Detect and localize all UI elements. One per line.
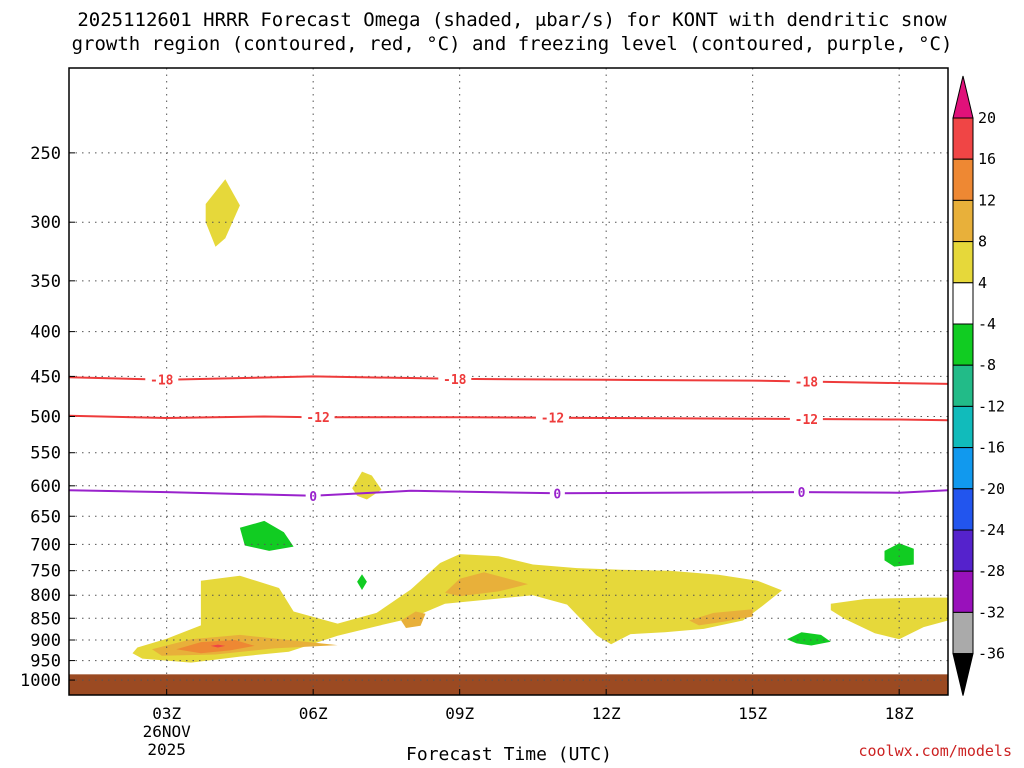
colorbar-label: -32 [978,603,1005,621]
y-tick-label: 350 [30,272,61,292]
omega-region [357,574,367,590]
colorbar-label: -12 [978,397,1005,415]
date-label-day: 26NOV [143,722,192,741]
omega-region [445,572,528,597]
colorbar-bin [952,282,974,325]
isotherm-line [69,414,948,422]
isotherm-label-bg [794,485,809,500]
isotherm-label: 0 [553,487,561,502]
y-tick-label: 300 [30,213,61,233]
y-tick-label: 500 [30,407,61,427]
colorbar-bin [952,611,974,655]
colorbar-bin [952,199,974,243]
colorbar-bin [952,323,974,366]
chart-title: 2025112601 HRRR Forecast Omega (shaded, … [71,9,953,55]
isotherm-label-bg [305,488,321,503]
x-tick-label: 12Z [592,704,621,723]
isotherm-contours: -18 -18 -18 -12 -12 -12 0 0 0 [69,371,948,505]
colorbar-label: 4 [978,274,987,292]
colorbar-bin [952,447,974,490]
x-tick-label: 06Z [299,704,328,723]
y-tick-label: 450 [30,367,61,387]
isotherm-label-bg [789,412,823,427]
isotherm-label-bg [301,410,335,425]
x-tick-label: 15Z [738,704,767,723]
isotherm-label-bg [549,486,565,501]
isotherm-label: 0 [309,490,317,505]
isotherm-label: 0 [798,486,806,501]
colorbar-bin [952,364,974,407]
isotherm-label-bg [789,374,823,389]
colorbar-label: 8 [978,233,987,251]
omega-region [352,471,382,500]
isotherm-label: -18 [443,373,467,388]
colorbar-label: -16 [978,439,1005,457]
omega-region [401,611,426,628]
isotherm-label: -18 [795,376,819,391]
isotherm-label: -12 [306,411,329,426]
colorbar-label: -28 [978,562,1005,580]
colorbar-bin [952,405,974,449]
colorbar-over-triangle [952,75,974,119]
isotherm-label: -12 [541,412,564,427]
colorbar-bin [952,488,974,531]
isotherm-label-bg [535,410,569,425]
y-tick-label: 900 [30,631,61,651]
omega-region [239,520,294,551]
colorbar-label: 16 [978,150,996,168]
colorbar-label: -4 [978,315,996,333]
omega-region [132,554,782,663]
colorbar-under-triangle [952,653,974,696]
surface-band [69,674,948,695]
y-tick-label: 750 [30,562,61,582]
x-tick-label: 18Z [885,704,914,723]
colorbar-label: -8 [978,356,996,374]
y-tick-label: 700 [30,535,61,555]
x-tick-label: 03Z [152,704,181,723]
credit-text: coolwx.com/models [858,742,1012,760]
colorbar-label: -36 [978,645,1005,663]
colorbar-label: 20 [978,109,996,127]
colorbar-label: -20 [978,480,1005,498]
isotherm-line [69,375,948,385]
ground-surface [69,674,948,695]
x-axis-label: Forecast Time (UTC) [406,744,612,765]
colorbar-bin [952,158,974,201]
isotherm-label: -12 [795,413,818,428]
isotherm-label-bg [145,372,179,387]
colorbar-bin [952,529,974,572]
y-axis: 2503003504004505005506006507007508008509… [20,144,75,691]
omega-region [689,609,753,626]
y-tick-label: 400 [30,323,61,343]
y-tick-label: 550 [30,444,61,464]
omega-region [205,179,240,247]
colorbar-bin [952,570,974,613]
y-tick-label: 250 [30,144,61,164]
x-tick-label: 09Z [445,704,474,723]
y-tick-label: 650 [30,507,61,527]
colorbar-label: -24 [978,521,1005,539]
colorbar: 20 16 12 8 4 -4 -8 -12 -16 -20 -24 -28 -32 -36 [952,75,1005,696]
y-tick-label: 600 [30,477,61,497]
y-tick-label: 950 [30,652,61,672]
y-tick-label: 1000 [20,671,61,691]
plot-frame [68,67,949,696]
y-tick-label: 800 [30,586,61,606]
colorbar-bin [952,241,974,284]
isotherm-label-bg [438,371,472,386]
colorbar-bin [952,117,974,160]
date-label-year: 2025 [147,740,186,759]
y-tick-label: 850 [30,609,61,629]
omega-region [210,644,226,648]
omega-region [786,632,831,646]
isotherm-line [69,489,948,497]
omega-region [884,543,914,567]
isotherm-label: -18 [150,374,174,389]
colorbar-label: 12 [978,191,996,209]
